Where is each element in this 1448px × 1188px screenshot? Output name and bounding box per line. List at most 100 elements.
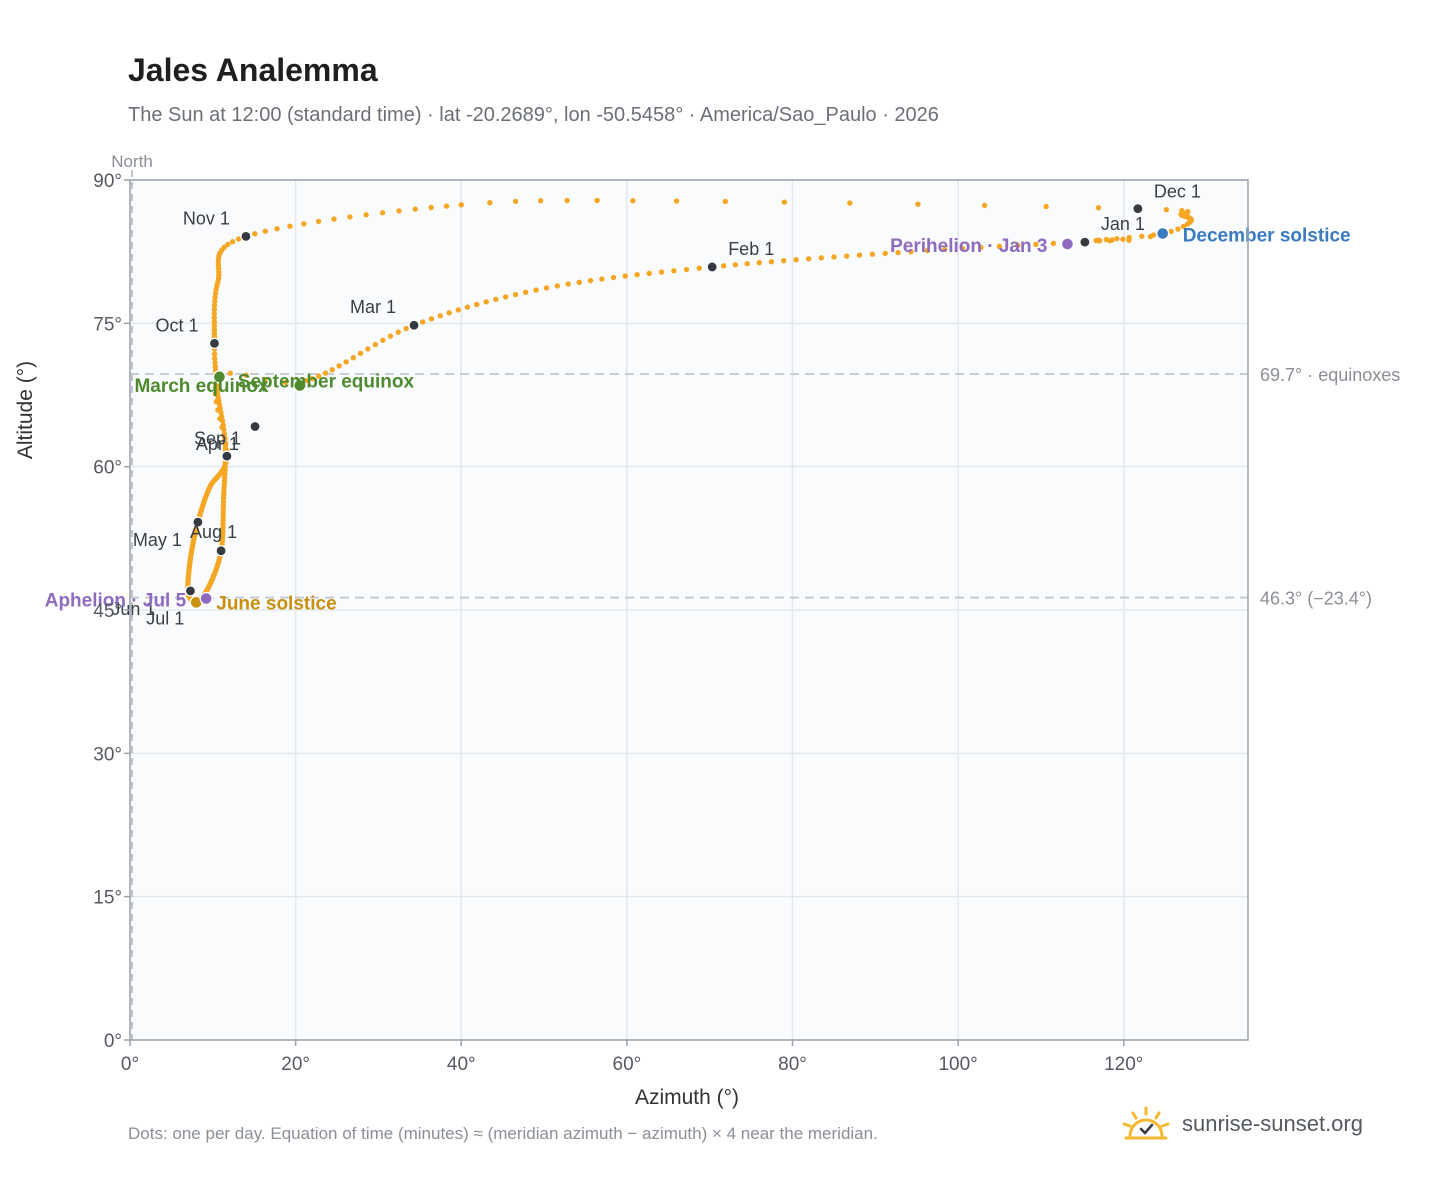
daily-sun-dot xyxy=(756,259,762,266)
x-tick-label: 60° xyxy=(613,1054,642,1075)
daily-sun-dot xyxy=(512,291,519,298)
brand[interactable]: sunrise-sunset.org xyxy=(1120,1102,1363,1146)
daily-sun-dot xyxy=(537,197,544,204)
daily-sun-dot xyxy=(483,299,489,305)
daily-sun-dot xyxy=(793,257,799,263)
daily-sun-dot xyxy=(212,294,218,300)
x-tick-label: 20° xyxy=(281,1054,310,1075)
daily-sun-dot xyxy=(805,256,812,262)
daily-sun-dot xyxy=(1107,237,1113,244)
month-marker xyxy=(208,337,221,349)
daily-sun-dot xyxy=(211,310,217,317)
daily-sun-dot xyxy=(222,440,228,446)
reference-line-label: 69.7° · equinoxes xyxy=(1260,365,1400,385)
month-marker-label: May 1 xyxy=(133,530,182,550)
daily-sun-dot xyxy=(630,198,636,204)
event-marker xyxy=(293,378,307,393)
daily-sun-dot xyxy=(455,307,461,313)
y-tick-label: 30° xyxy=(93,744,122,765)
daily-sun-dot xyxy=(732,262,739,268)
month-marker xyxy=(221,450,233,462)
daily-sun-dot xyxy=(403,325,409,332)
daily-sun-dot xyxy=(915,201,921,207)
event-marker xyxy=(1060,237,1075,251)
y-tick-label: 15° xyxy=(93,888,122,909)
daily-sun-dot xyxy=(372,341,378,348)
daily-sun-dot xyxy=(282,379,289,386)
daily-sun-dot xyxy=(222,435,228,442)
month-marker xyxy=(192,516,204,528)
daily-sun-dot xyxy=(221,431,228,437)
daily-sun-dot xyxy=(856,252,863,258)
daily-sun-dot xyxy=(610,274,617,281)
sun-logo-icon xyxy=(1122,1106,1170,1140)
x-tick-label: 0° xyxy=(121,1054,139,1075)
daily-sun-dot xyxy=(365,346,371,352)
month-marker-label: Jan 1 xyxy=(1101,214,1145,234)
event-marker xyxy=(199,591,213,606)
daily-sun-dot xyxy=(336,363,342,369)
event-label: September equinox xyxy=(238,371,415,392)
daily-sun-dot xyxy=(1114,235,1120,242)
daily-sun-dot xyxy=(831,254,837,260)
daily-sun-dot xyxy=(924,247,930,254)
daily-sun-dot xyxy=(212,355,218,362)
chart-subtitle: The Sun at 12:00 (standard time) · lat -… xyxy=(128,104,939,126)
axis-ticks: 0° 20° 40° 60° 80° 100° 120° 0° 15° 30° 45° 60° 75° 9… xyxy=(93,171,1143,1075)
daily-sun-dot xyxy=(959,245,966,252)
month-marker xyxy=(706,261,718,273)
daily-sun-dot xyxy=(211,319,217,325)
daily-sun-dot xyxy=(219,413,225,420)
daily-sun-dot xyxy=(225,241,231,248)
daily-sun-dot xyxy=(347,214,353,220)
daily-sun-dot xyxy=(243,372,249,378)
daily-sun-dot xyxy=(1095,204,1102,211)
daily-sun-dot xyxy=(487,200,493,206)
daily-sun-dot xyxy=(565,281,571,287)
y-tick-label: 60° xyxy=(93,458,122,479)
daily-sun-dot xyxy=(671,268,677,274)
daily-sun-dot xyxy=(587,277,594,284)
daily-sun-dot xyxy=(211,306,218,313)
daily-sun-dot xyxy=(464,304,471,310)
event-marker xyxy=(1156,226,1170,241)
month-marker xyxy=(184,585,197,597)
daily-sun-dot xyxy=(474,301,480,308)
month-marker xyxy=(215,545,227,557)
month-marker-label: Mar 1 xyxy=(350,297,396,317)
month-marker-label: Oct 1 xyxy=(155,315,198,335)
daily-sun-dot xyxy=(379,210,386,216)
month-marker-label: Sep 1 xyxy=(194,429,241,449)
daily-sun-dot xyxy=(211,302,218,308)
daily-sun-dot xyxy=(781,199,788,205)
daily-sun-dot xyxy=(227,370,234,376)
daily-sun-dot xyxy=(309,375,315,382)
daily-sun-dot xyxy=(211,315,217,321)
daily-sun-dot xyxy=(315,218,322,225)
daily-sun-dot xyxy=(554,283,560,289)
x-tick-label: 100° xyxy=(938,1054,977,1075)
daily-sun-dot xyxy=(768,258,775,265)
month-marker xyxy=(1079,236,1091,248)
daily-sun-dot xyxy=(412,206,418,212)
daily-sun-dot xyxy=(331,216,337,222)
daily-sun-dot xyxy=(211,327,218,333)
daily-sun-dot xyxy=(720,263,727,269)
daily-sun-dot xyxy=(1043,203,1049,210)
daily-sun-dot xyxy=(908,248,914,255)
daily-sun-dot xyxy=(1126,237,1132,243)
y-tick-label: 75° xyxy=(93,314,122,335)
daily-sun-dot xyxy=(941,246,948,253)
daily-sun-dot xyxy=(533,287,539,293)
north-label: North xyxy=(111,152,153,171)
daily-sun-dot xyxy=(493,296,499,303)
event-label: Perihelion · Jan 3 xyxy=(890,236,1047,257)
month-marker xyxy=(1132,203,1144,215)
daily-sun-dot xyxy=(683,266,690,273)
y-tick-label: 90° xyxy=(93,171,122,192)
daily-sun-dot xyxy=(343,359,349,365)
month-marker-label: Nov 1 xyxy=(183,208,230,228)
daily-sun-dot xyxy=(1033,241,1039,248)
daily-sun-dot xyxy=(564,197,570,204)
